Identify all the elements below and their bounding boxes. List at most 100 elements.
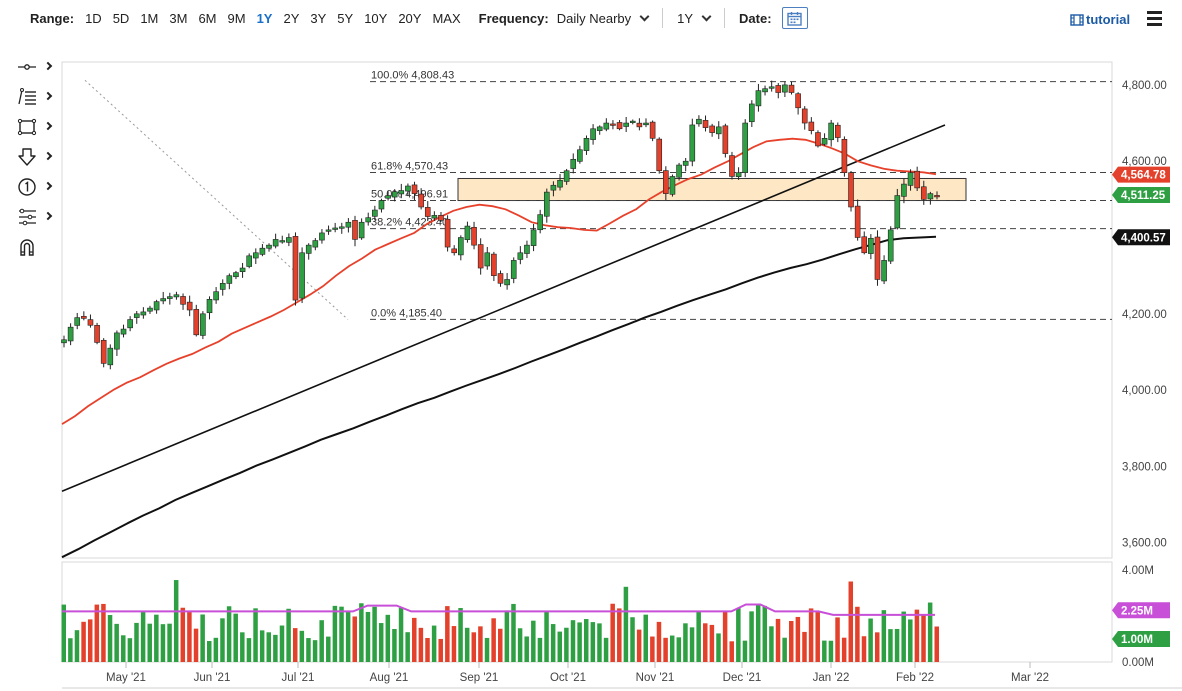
frequency-dropdown[interactable]: Daily Nearby [557,11,650,26]
candle [67,326,74,342]
magnet-icon [20,239,34,256]
number-marker-icon [18,178,36,196]
candle [385,195,391,199]
marker-tools[interactable] [16,172,60,202]
volume-bar [213,637,219,662]
candle [305,244,312,254]
volume-bar [332,605,338,662]
shape-tools[interactable] [16,112,60,142]
range-button-6m[interactable]: 6M [198,10,217,26]
range-selector: 1D 5D 1M 3M 6M 9M 1Y 2Y 3Y 5Y 10Y 20Y MAX [74,11,461,26]
volume-bar [669,635,675,662]
frequency-label: Frequency: [478,10,549,26]
volume-bar [914,609,920,662]
volume-bar [504,610,510,662]
candle [649,121,656,139]
candle [477,244,484,269]
y-tick-label: 4,200.00 [1122,309,1167,321]
candle [206,299,213,314]
volume-bar [464,627,470,662]
range-button-5y[interactable]: 5Y [337,10,354,26]
period-dropdown[interactable]: 1Y [677,11,712,26]
magnet-tool[interactable] [16,232,60,262]
y-tick-label: 4,800.00 [1122,80,1167,92]
volume-bar [484,637,490,662]
arrow-tools[interactable] [16,142,60,172]
upper-trendline [61,124,946,492]
volume-bar [220,618,225,662]
candle [702,120,709,128]
candle [114,332,120,350]
candle [596,126,603,131]
volume-bar [544,611,549,662]
range-button-9m[interactable]: 9M [227,10,246,26]
x-tick-label: Nov '21 [636,672,675,684]
range-button-20y[interactable]: 20Y [398,10,422,26]
shape-tools-icon [17,118,37,136]
range-button-5d[interactable]: 5D [112,10,130,26]
fib-level-label: 38.2% 4,423.40 [371,217,448,229]
candle [510,260,517,279]
svg-text:4,564.78: 4,564.78 [1121,170,1166,182]
fib-anchor-line [84,79,349,320]
x-tick-label: Sep '21 [460,672,499,684]
range-button-3m[interactable]: 3M [169,10,188,26]
candle [140,311,147,316]
volume-bar [881,610,887,662]
range-button-max[interactable]: MAX [432,10,461,26]
volume-bar [187,612,192,662]
volume-bar [352,616,357,662]
volume-bar [319,620,324,662]
volume-bar [577,622,582,662]
tutorial-link[interactable]: tutorial [1070,12,1130,27]
y-tick-label: 4,600.00 [1122,156,1167,168]
range-button-10y[interactable]: 10Y [364,10,388,26]
candle [81,316,87,319]
range-button-2y[interactable]: 2Y [283,10,300,26]
volume-bar [815,612,820,662]
fib-level-label: 0.0% 4,185.40 [371,307,442,319]
candle [682,160,689,166]
fibonacci-tools[interactable] [16,202,60,232]
volume-bar [610,603,615,662]
volume-tick-label: 4.00M [1122,565,1154,577]
volume-bar [279,625,285,662]
volume-bar [445,606,450,662]
candle [87,319,94,326]
candle [451,248,458,254]
candle [372,209,378,217]
volume-bar [769,626,774,662]
volume-bar [246,638,252,662]
range-button-1y[interactable]: 1Y [256,10,273,26]
candle [200,313,206,336]
x-tick-label: Feb '22 [896,672,934,684]
volume-bar [742,640,748,662]
volume-bar [861,636,867,662]
crosshair-tool[interactable] [16,52,60,82]
line-tools[interactable] [16,82,60,112]
candle [742,122,749,173]
candle [213,291,219,301]
hamburger-menu-icon[interactable] [1147,11,1162,26]
range-button-1m[interactable]: 1M [140,10,159,26]
candle [173,294,180,298]
volume-bar [901,611,906,662]
volume-bar [140,611,146,662]
candle [927,193,934,200]
candle [669,176,676,195]
range-button-1d[interactable]: 1D [85,10,102,26]
candle [61,339,67,344]
volume-bar [736,607,741,662]
volume-bar [822,640,827,662]
candle [484,252,491,267]
date-picker-button[interactable] [781,7,808,29]
volume-bar [226,606,232,662]
x-tick-label: Aug '21 [370,672,409,684]
volume-bar [835,617,840,662]
volume-bar [795,616,801,662]
candle [629,120,636,123]
candle [696,118,702,125]
range-button-3y[interactable]: 3Y [310,10,327,26]
candle [894,195,901,229]
